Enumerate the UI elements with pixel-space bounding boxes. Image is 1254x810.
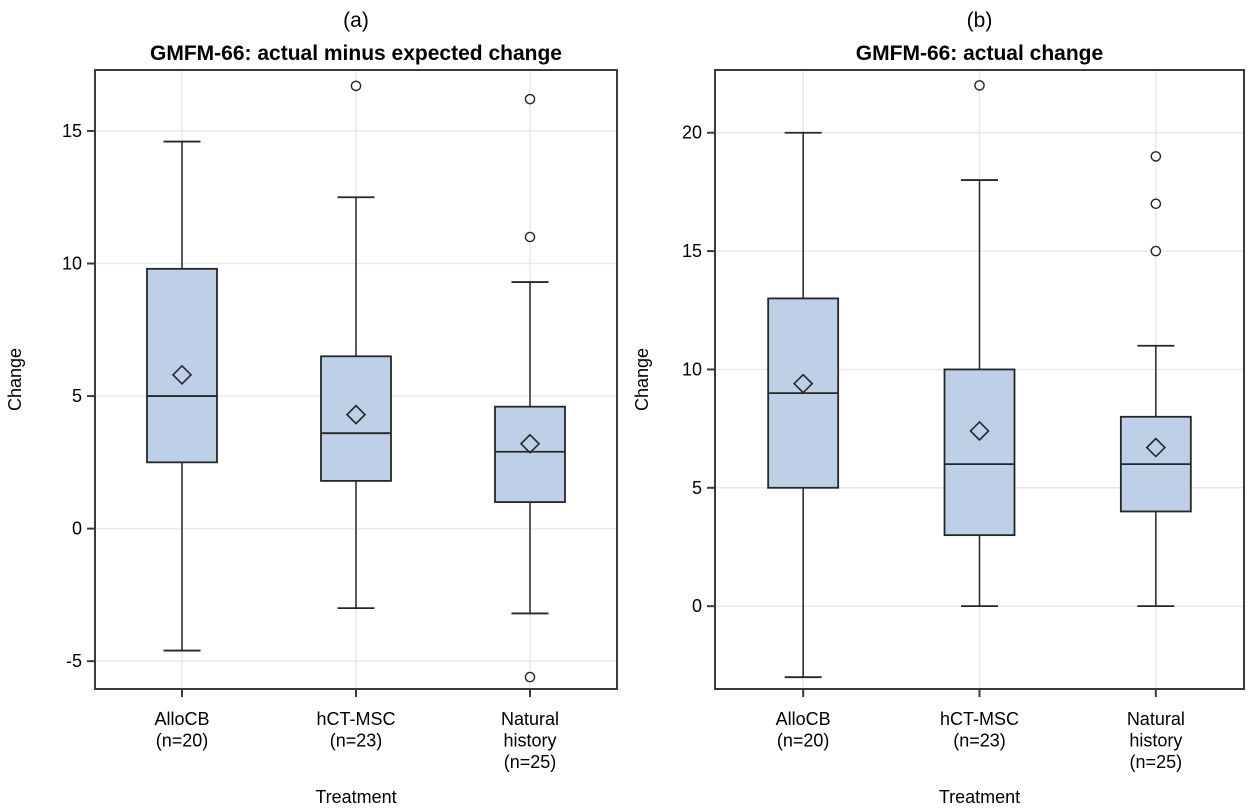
x-tick-label: (n=23) xyxy=(330,731,383,751)
y-tick-label: 20 xyxy=(682,123,702,143)
x-tick-label: (n=25) xyxy=(1130,752,1183,772)
y-tick-label: 0 xyxy=(692,596,702,616)
box-group-allocb-n-20 xyxy=(146,140,218,652)
y-tick-label: 5 xyxy=(72,386,82,406)
outlier-point xyxy=(1150,151,1162,162)
x-axis-title: Treatment xyxy=(939,787,1020,807)
outlier-point xyxy=(974,80,985,91)
mean-diamond xyxy=(345,404,367,425)
x-tick-label: AlloCB xyxy=(154,709,209,729)
boxplot-svg-b: (b)GMFM-66: actual change05101520AlloCB(… xyxy=(632,9,1245,807)
y-tick-label: 0 xyxy=(72,519,82,539)
x-axis: AlloCB(n=20) hCT-MSC(n=23) Naturalhistory(… xyxy=(154,689,559,772)
panel-label: (a) xyxy=(343,9,369,32)
outlier-point xyxy=(1150,198,1162,210)
panel-label: (b) xyxy=(967,9,993,32)
box-group-natural-history-n-25 xyxy=(1119,151,1192,608)
box-group-natural-history-n-25 xyxy=(494,93,566,683)
y-axis-title: Change xyxy=(5,348,25,411)
mean-diamond xyxy=(1145,437,1166,458)
outlier-point xyxy=(524,231,536,243)
chart-title: GMFM-66: actual change xyxy=(856,42,1103,65)
mean-diamond xyxy=(969,420,990,442)
x-axis-title: Treatment xyxy=(315,787,396,807)
x-tick-label: (n=20) xyxy=(777,731,830,751)
x-tick-label: (n=20) xyxy=(156,731,209,751)
mean-diamond xyxy=(171,364,193,385)
x-axis: AlloCB(n=20) hCT-MSC(n=23) Naturalhistory(… xyxy=(776,689,1185,772)
x-tick-label: hCT-MSC xyxy=(940,709,1019,729)
boxplot-svg-a: (a) GMFM-66: actual minus expected change… xyxy=(5,9,618,807)
y-tick-label: 15 xyxy=(62,121,82,141)
box-group-allocb-n-20 xyxy=(767,131,840,679)
x-tick-label: Natural xyxy=(501,709,559,729)
y-tick-label: 15 xyxy=(682,241,702,261)
panel-b: (b) GMFM-66: actual change 0 5 10 15 20 AlloCB(… xyxy=(627,0,1254,810)
y-axis: 0 5 10 15 20 xyxy=(682,123,715,616)
y-tick-label: -5 xyxy=(66,651,82,671)
x-tick-label: history xyxy=(1129,731,1182,751)
box-group-hct-msc-n-23 xyxy=(943,80,1016,608)
x-tick-label: Natural xyxy=(1127,709,1185,729)
mean-diamond xyxy=(519,433,541,454)
x-tick-label: history xyxy=(503,731,556,751)
iqr-box xyxy=(943,368,1016,537)
outlier-point xyxy=(524,671,536,683)
y-axis-title: Change xyxy=(632,348,652,411)
y-tick-label: 5 xyxy=(692,478,702,498)
x-tick-label: AlloCB xyxy=(776,709,831,729)
mean-diamond xyxy=(793,373,814,394)
y-tick-label: 10 xyxy=(682,359,702,379)
outlier-point xyxy=(1150,245,1162,257)
iqr-box xyxy=(494,405,566,504)
y-axis: -5 0 5 10 15 xyxy=(62,121,95,671)
y-tick-label: 10 xyxy=(62,254,82,274)
outlier-point xyxy=(524,93,536,105)
x-tick-label: (n=25) xyxy=(504,752,557,772)
iqr-box xyxy=(320,355,392,482)
x-tick-label: (n=23) xyxy=(953,731,1006,751)
x-tick-label: hCT-MSC xyxy=(316,709,395,729)
box-group-hct-msc-n-23 xyxy=(320,80,392,610)
panel-a: (a) GMFM-66: actual minus expected change… xyxy=(5,9,618,807)
outlier-point xyxy=(350,80,362,92)
chart-title: GMFM-66: actual minus expected change xyxy=(150,42,562,65)
